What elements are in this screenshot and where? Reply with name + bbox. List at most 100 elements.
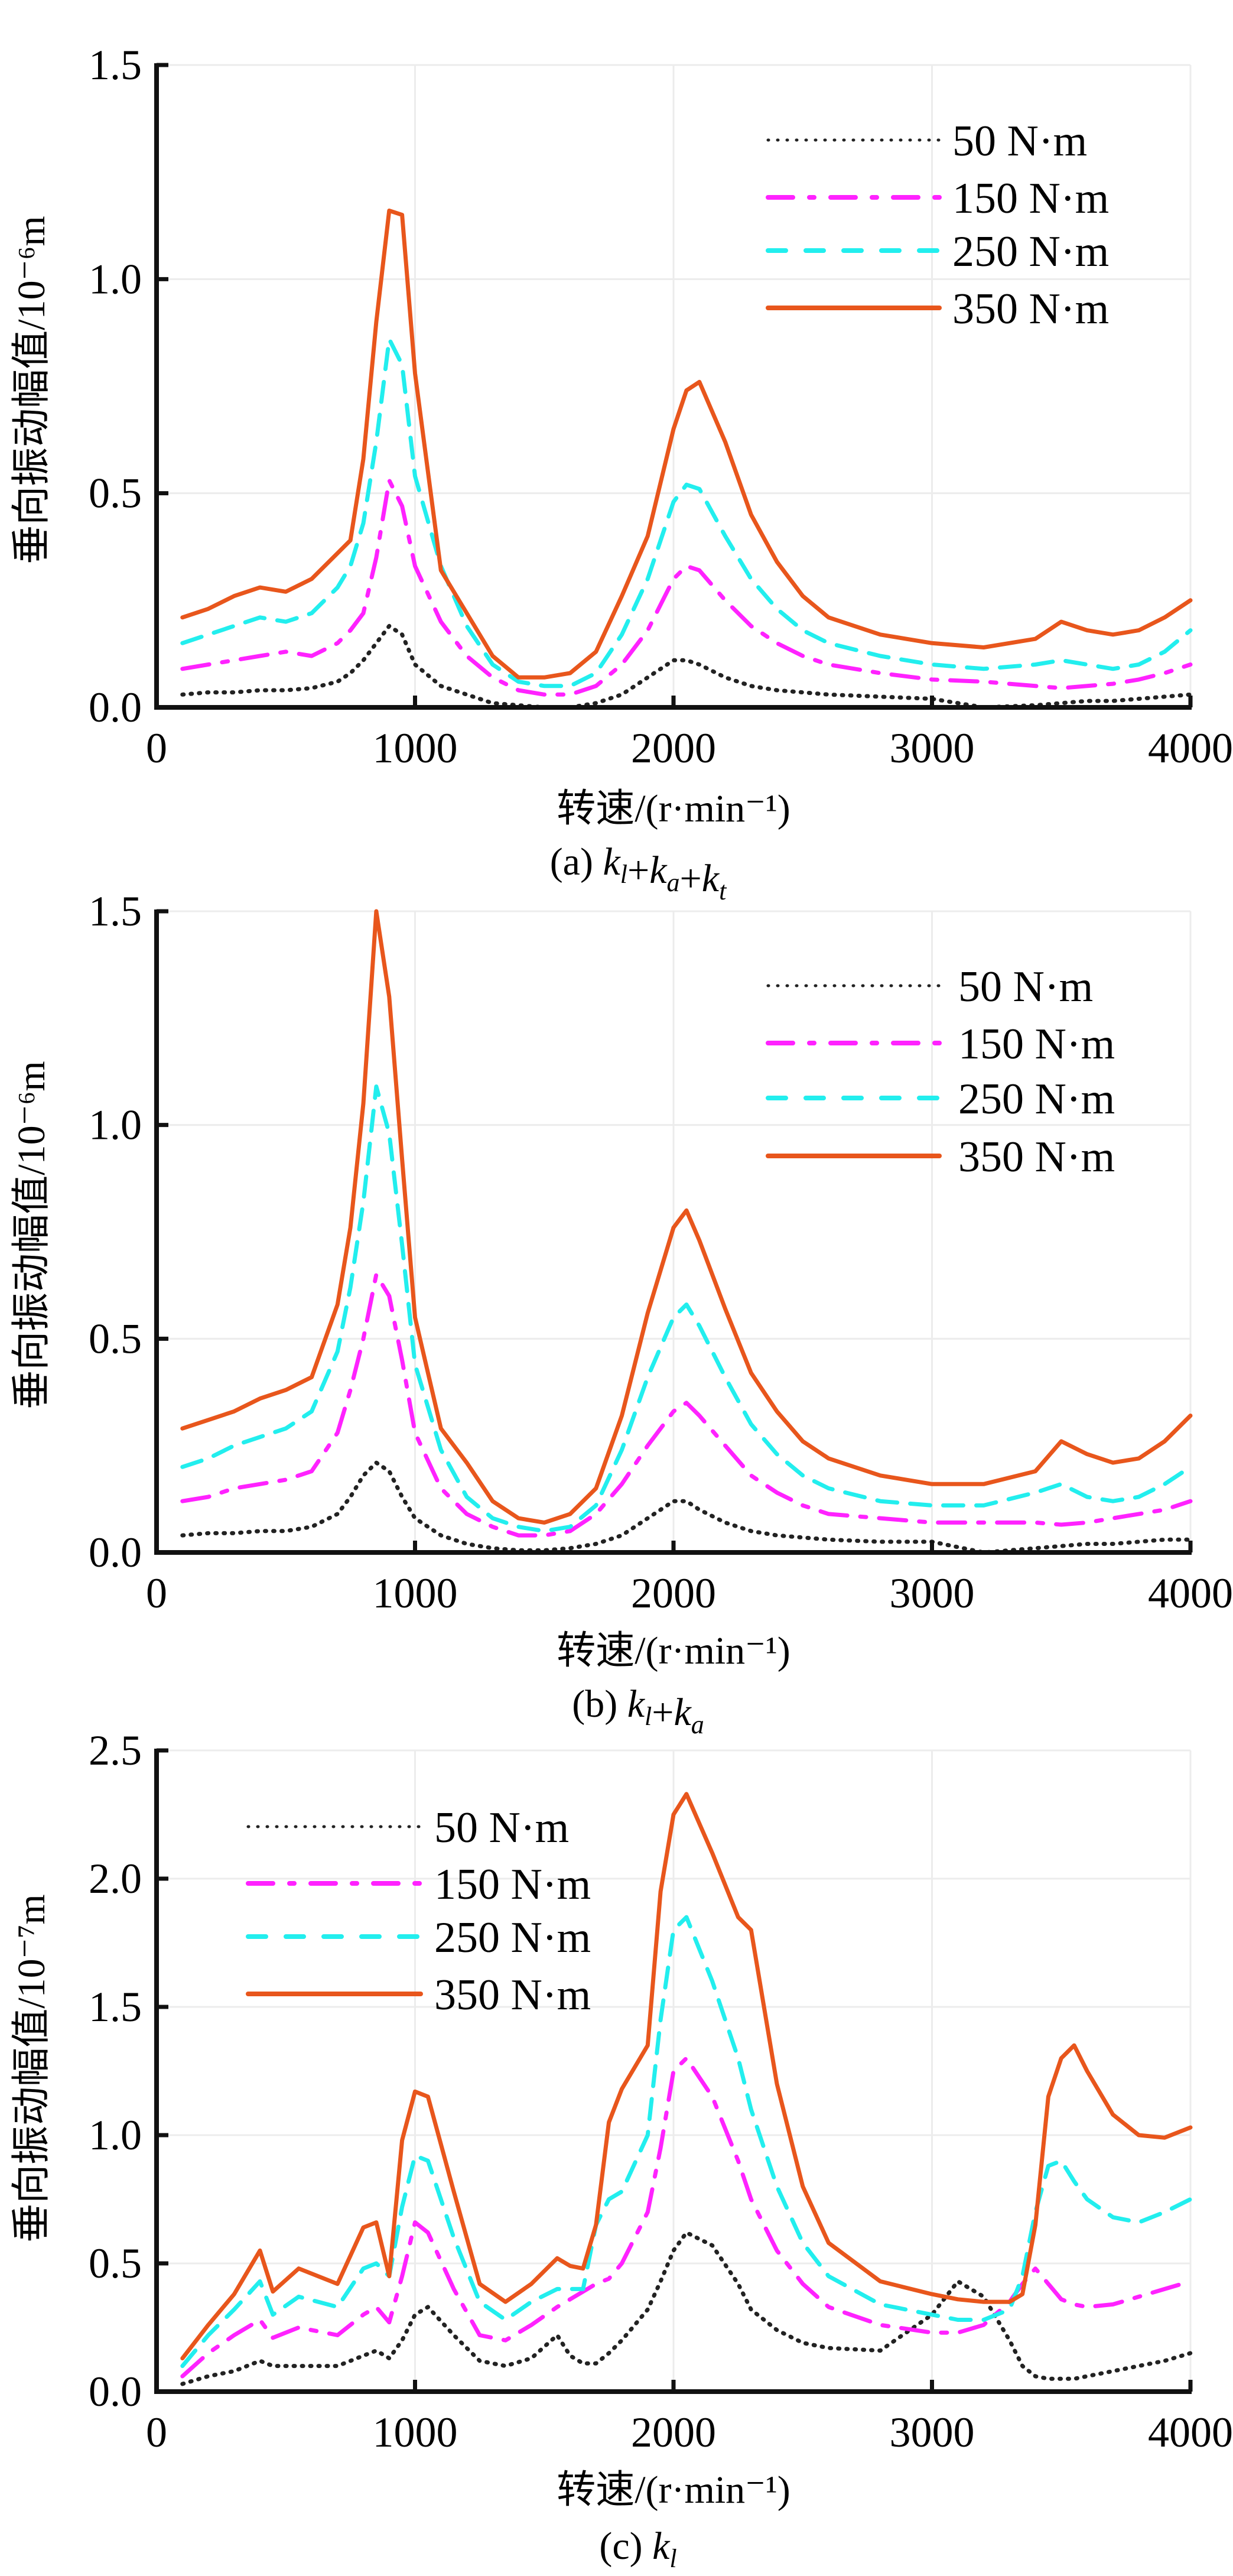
x-tick-label: 0	[146, 725, 167, 772]
legend-label: 350 N·m	[952, 285, 1109, 333]
series-group	[180, 1792, 1193, 2386]
panel-caption: (c) kl	[599, 2525, 676, 2573]
caption-plus: +	[652, 1691, 674, 1734]
panel-caption: (b) kl+ka	[572, 1682, 704, 1739]
legend-label: 50 N·m	[952, 117, 1087, 165]
series-line-250nm	[180, 337, 1193, 688]
legend-label: 350 N·m	[958, 1133, 1115, 1181]
axes: 0.0 0.5 1.0 1.5 0 1000 2000 3000 4000	[89, 888, 1233, 1617]
x-tick-label: 4000	[1148, 2409, 1233, 2456]
series-line-150nm	[180, 478, 1193, 697]
axes: 0.0 0.5 1.0 1.5 0 1000 2000 3000 4000	[89, 41, 1233, 772]
caption-k: k	[674, 1691, 692, 1734]
x-tick-label: 2000	[631, 1570, 716, 1617]
legend-item: 250 N·m	[766, 1075, 1115, 1123]
caption-prefix: (b)	[572, 1682, 627, 1726]
legend-item: 250 N·m	[246, 1914, 591, 1962]
caption-prefix: (c)	[599, 2525, 652, 2568]
y-tick-label: 0.0	[89, 1529, 142, 1576]
legend-label: 150 N·m	[952, 174, 1109, 223]
x-tick-label: 0	[146, 2409, 167, 2456]
series-line-350nm	[180, 208, 1193, 680]
series-line-250nm	[180, 1084, 1193, 1534]
legend-item: 150 N·m	[766, 174, 1109, 223]
caption-k: k	[649, 849, 668, 892]
caption-subscript: l	[669, 2544, 676, 2573]
legend-item: 150 N·m	[246, 1860, 591, 1909]
y-tick-label: 1.0	[89, 255, 142, 303]
series-line-150nm	[180, 2056, 1193, 2379]
series-line-250nm	[180, 1915, 1193, 2369]
legend-item: 350 N·m	[766, 1133, 1115, 1181]
y-tick-label: 1.5	[89, 1983, 142, 2031]
caption-subscript: a	[691, 1710, 704, 1739]
y-tick-label: 0.0	[89, 2368, 142, 2415]
series-group	[180, 909, 1193, 1555]
y-tick-label: 0.5	[89, 1315, 142, 1362]
x-tick-label: 2000	[631, 725, 716, 772]
legend-item: 50 N·m	[766, 963, 1093, 1011]
legend-label: 250 N·m	[434, 1914, 591, 1962]
gridlines	[157, 64, 1192, 707]
x-tick-label: 4000	[1148, 1570, 1233, 1617]
legend-item: 150 N·m	[766, 1020, 1115, 1068]
x-tick-label: 3000	[890, 2409, 975, 2456]
series-line-350nm	[180, 909, 1193, 1525]
legend: 50 N·m 150 N·m 250 N·m 350 N·m	[766, 963, 1115, 1181]
legend-label: 50 N·m	[958, 963, 1093, 1011]
x-tick-label: 0	[146, 1570, 167, 1617]
caption-k: k	[603, 840, 621, 883]
panel-caption: (a) kl+ka+kt	[550, 840, 727, 905]
legend-item: 350 N·m	[246, 1971, 591, 2019]
legend-label: 150 N·m	[434, 1860, 591, 1909]
caption-subscript: t	[719, 876, 727, 905]
legend-item: 50 N·m	[246, 1804, 569, 1852]
x-tick-label: 3000	[890, 1570, 975, 1617]
y-tick-label: 0.0	[89, 684, 142, 731]
legend-item: 350 N·m	[766, 285, 1109, 333]
y-tick-label: 1.5	[89, 888, 142, 935]
y-tick-label: 1.0	[89, 2112, 142, 2159]
series-line-350nm	[180, 1792, 1193, 2361]
series-line-50nm	[180, 1460, 1193, 1555]
legend-label: 250 N·m	[958, 1075, 1115, 1123]
caption-subscript: l	[645, 1702, 652, 1731]
y-tick-label: 1.0	[89, 1102, 142, 1149]
caption-subscript: l	[620, 860, 627, 889]
x-tick-label: 4000	[1148, 725, 1233, 772]
y-tick-label: 2.0	[89, 1855, 142, 1902]
legend-label: 250 N·m	[952, 228, 1109, 276]
legend-label: 150 N·m	[958, 1020, 1115, 1068]
x-axis-title: 转速/(r·min⁻¹)	[557, 787, 790, 830]
legend-label: 350 N·m	[434, 1971, 591, 2019]
x-tick-label: 1000	[373, 1570, 458, 1617]
x-tick-label: 3000	[890, 725, 975, 772]
axes: 0.0 0.5 1.0 1.5 2.0 2.5 0 1000 2000 3000 4000	[89, 1727, 1233, 2456]
legend-label: 50 N·m	[434, 1804, 569, 1852]
legend-item: 50 N·m	[766, 117, 1087, 165]
caption-prefix: (a)	[550, 840, 603, 883]
y-tick-label: 0.5	[89, 470, 142, 517]
y-axis-title: 垂向振动幅值/10⁻⁶m	[10, 1061, 53, 1409]
y-axis-title: 垂向振动幅值/10⁻⁷m	[10, 1894, 53, 2243]
legend: 50 N·m 150 N·m 250 N·m 350 N·m	[766, 117, 1109, 333]
series-line-150nm	[180, 1272, 1193, 1538]
y-tick-label: 0.5	[89, 2240, 142, 2287]
legend-item: 250 N·m	[766, 228, 1109, 276]
panel-c: 0.0 0.5 1.0 1.5 2.0 2.5 0 1000 2000 3000 4000 转速/(r…	[10, 1727, 1233, 2573]
caption-k: k	[652, 2525, 671, 2568]
x-axis-title: 转速/(r·min⁻¹)	[557, 2468, 790, 2512]
caption-k: k	[627, 1682, 646, 1726]
caption-subscript: a	[667, 868, 680, 897]
panel-a: 0.0 0.5 1.0 1.5 0 1000 2000 3000 4000 转速/(r·min⁻¹…	[10, 41, 1233, 905]
caption-plus: +	[627, 849, 649, 892]
x-tick-label: 2000	[631, 2409, 716, 2456]
legend: 50 N·m 150 N·m 250 N·m 350 N·m	[246, 1804, 591, 2019]
series-line-50nm	[180, 2230, 1193, 2386]
y-tick-label: 1.5	[89, 41, 142, 89]
y-tick-label: 2.5	[89, 1727, 142, 1774]
x-tick-label: 1000	[373, 2409, 458, 2456]
x-tick-label: 1000	[373, 725, 458, 772]
y-axis-title: 垂向振动幅值/10⁻⁶m	[10, 216, 53, 564]
